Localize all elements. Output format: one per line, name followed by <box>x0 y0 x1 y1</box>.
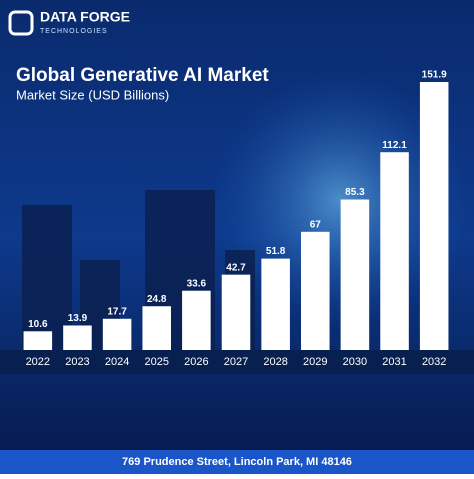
x-tick-label: 2025 <box>144 356 168 368</box>
brand-tagline: TECHNOLOGIES <box>40 28 108 35</box>
x-tick-label: 2029 <box>303 356 327 368</box>
bar <box>182 290 211 350</box>
value-label: 10.6 <box>28 319 48 330</box>
bar <box>63 325 92 350</box>
bar <box>340 199 370 350</box>
footer-bar <box>0 450 474 474</box>
value-label: 85.3 <box>345 187 365 198</box>
value-label: 24.8 <box>147 294 167 305</box>
x-tick-label: 2026 <box>184 356 208 368</box>
chart-title: Global Generative AI Market <box>16 65 269 86</box>
value-label: 112.1 <box>382 140 407 151</box>
value-label: 151.9 <box>422 70 447 81</box>
x-tick-label: 2028 <box>263 356 287 368</box>
axis-strip <box>0 350 474 374</box>
value-label: 67 <box>310 219 322 230</box>
x-tick-label: 2027 <box>224 356 248 368</box>
chart-subtitle: Market Size (USD Billions) <box>16 87 169 102</box>
value-label: 13.9 <box>68 313 88 324</box>
value-label: 33.6 <box>187 278 207 289</box>
logo: DATA FORGE TECHNOLOGIES <box>8 9 130 36</box>
x-tick-label: 2024 <box>105 356 129 368</box>
footer-address: 769 Prudence Street, Lincoln Park, MI 48… <box>122 456 352 468</box>
bar <box>261 258 290 350</box>
value-label: 51.8 <box>266 246 286 257</box>
x-tick-label: 2030 <box>343 356 367 368</box>
x-tick-label: 2022 <box>26 356 50 368</box>
bar <box>142 306 171 350</box>
bar <box>102 318 132 350</box>
bar <box>380 152 409 350</box>
x-tick-label: 2023 <box>65 356 89 368</box>
x-tick-label: 2032 <box>422 356 446 368</box>
bar <box>301 231 330 350</box>
brand-name: DATA FORGE <box>40 9 130 25</box>
bar <box>221 274 251 350</box>
logo-icon <box>8 10 34 36</box>
bar <box>23 331 53 350</box>
value-label: 17.7 <box>107 306 127 317</box>
value-label: 42.7 <box>226 262 246 273</box>
x-tick-label: 2031 <box>382 356 406 368</box>
bar <box>419 82 449 350</box>
